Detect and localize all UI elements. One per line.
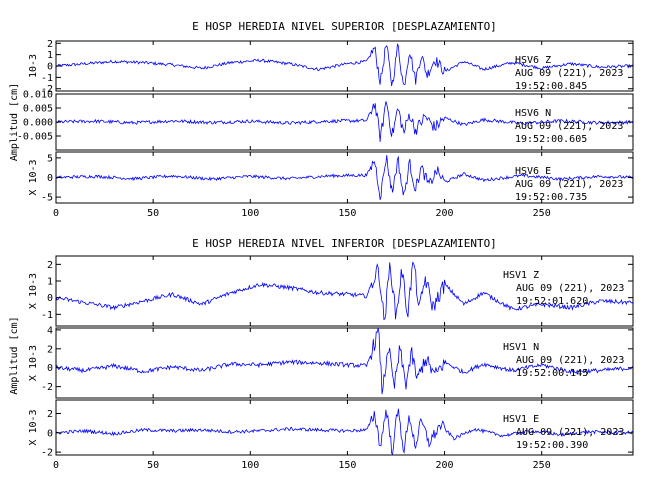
scale-label: 10-3 xyxy=(28,54,39,78)
seismic-trace xyxy=(55,101,634,142)
y-tick-label: -0.005 xyxy=(17,132,53,143)
date-label: AUG 09 (221), 2023 xyxy=(515,179,623,190)
y-tick-label: -1 xyxy=(41,73,53,84)
date-label: AUG 09 (221), 2023 xyxy=(516,427,624,438)
station-component-label: HSV1 N xyxy=(503,342,539,353)
seismic-trace xyxy=(55,261,634,321)
panel-frame xyxy=(55,399,634,456)
station-component-label: HSV1 Z xyxy=(503,270,539,281)
seismogram-group-1: E HOSP HEREDIA NIVEL SUPERIOR [DESPLAZAM… xyxy=(9,20,634,219)
panel-hsv6-n: -0.005 0.000 0.005 0.010 HSV6 N AUG 09 (221),… xyxy=(17,90,634,151)
seismogram-group-2: E HOSP HEREDIA NIVEL INFERIOR [DESPLAZAM… xyxy=(9,237,634,471)
x-tick-label: 100 xyxy=(241,208,259,219)
date-label: AUG 09 (221), 2023 xyxy=(516,355,624,366)
seismic-trace xyxy=(55,408,634,455)
y-tick-label: -2 xyxy=(41,84,53,95)
x-tick-label: 0 xyxy=(53,460,59,471)
x-tick-label: 250 xyxy=(533,460,551,471)
y-tick-label: 2 xyxy=(47,260,53,271)
y-tick-label: 2 xyxy=(47,344,53,355)
seismic-trace xyxy=(55,43,634,87)
y-axis-label: Amplitud [cm] xyxy=(9,83,20,161)
y-tick-label: 0 xyxy=(47,363,53,374)
scale-label: X 10-3 xyxy=(28,345,39,381)
date-label: AUG 09 (221), 2023 xyxy=(516,283,624,294)
x-tick-label: 150 xyxy=(338,208,356,219)
panel-hsv1-n: -2 0 2 4 X 10-3 HSV1 N AUG 09 (221), 2023 19:52… xyxy=(28,325,634,399)
group-title: E HOSP HEREDIA NIVEL INFERIOR [DESPLAZAM… xyxy=(192,237,497,250)
x-tick-label: 50 xyxy=(147,460,159,471)
panel-hsv1-e: -2 0 2 X 10-3 HSV1 E AUG 09 (221), 2023 19:52:… xyxy=(28,399,634,459)
y-tick-label: 0 xyxy=(47,293,53,304)
y-tick-label: -2 xyxy=(41,382,53,393)
scale-label: X 10-3 xyxy=(28,159,39,195)
time-label: 19:52:00.145 xyxy=(516,368,588,379)
y-tick-label: 2 xyxy=(47,409,53,420)
y-tick-label: 1 xyxy=(47,277,53,288)
panel-frame xyxy=(55,327,634,399)
x-tick-label: 0 xyxy=(53,208,59,219)
x-tick-label: 250 xyxy=(533,208,551,219)
scale-label: X 10-3 xyxy=(28,273,39,309)
x-tick-label: 50 xyxy=(147,208,159,219)
date-label: AUG 09 (221), 2023 xyxy=(515,68,623,79)
x-tick-label: 200 xyxy=(436,460,454,471)
x-tick-label: 200 xyxy=(436,208,454,219)
y-axis-label: Amplitud [cm] xyxy=(9,316,20,394)
y-tick-label: -1 xyxy=(41,310,53,321)
y-tick-label: 0 xyxy=(47,62,53,73)
y-tick-label: 0.000 xyxy=(23,118,53,129)
y-tick-label: 0 xyxy=(47,428,53,439)
panel-frame xyxy=(55,255,634,327)
y-tick-label: 5 xyxy=(47,153,53,164)
time-label: 19:52:01.620 xyxy=(516,296,588,307)
y-tick-label: -5 xyxy=(41,193,53,204)
station-component-label: HSV6 E xyxy=(515,166,551,177)
y-tick-label: 2 xyxy=(47,39,53,50)
y-tick-label: 1 xyxy=(47,50,53,61)
y-tick-label: 0 xyxy=(47,173,53,184)
scale-label: X 10-3 xyxy=(28,409,39,445)
y-tick-label: 0.005 xyxy=(23,104,53,115)
time-label: 19:52:00.390 xyxy=(516,440,588,451)
y-tick-label: -2 xyxy=(41,448,53,459)
seismic-trace xyxy=(55,155,634,200)
time-label: 19:52:00.605 xyxy=(515,134,587,145)
station-component-label: HSV1 E xyxy=(503,414,539,425)
group-title: E HOSP HEREDIA NIVEL SUPERIOR [DESPLAZAM… xyxy=(192,20,497,33)
station-component-label: HSV6 N xyxy=(515,108,551,119)
time-label: 19:52:00.845 xyxy=(515,81,587,92)
time-label: 19:52:00.735 xyxy=(515,192,587,203)
date-label: AUG 09 (221), 2023 xyxy=(515,121,623,132)
station-component-label: HSV6 Z xyxy=(515,55,551,66)
y-tick-label: 0.010 xyxy=(23,90,53,101)
panel-hsv1-z: -1 0 1 2 X 10-3 HSV1 Z AUG 09 (221), 2023 19:52… xyxy=(28,255,634,327)
x-tick-label: 100 xyxy=(241,460,259,471)
x-tick-label: 150 xyxy=(338,460,356,471)
panel-hsv6-e: -5 0 5 X 10-3 HSV6 E AUG 09 (221), 2023 19:52:… xyxy=(28,151,634,204)
y-tick-label: 4 xyxy=(47,325,53,336)
seismic-trace xyxy=(55,327,634,395)
